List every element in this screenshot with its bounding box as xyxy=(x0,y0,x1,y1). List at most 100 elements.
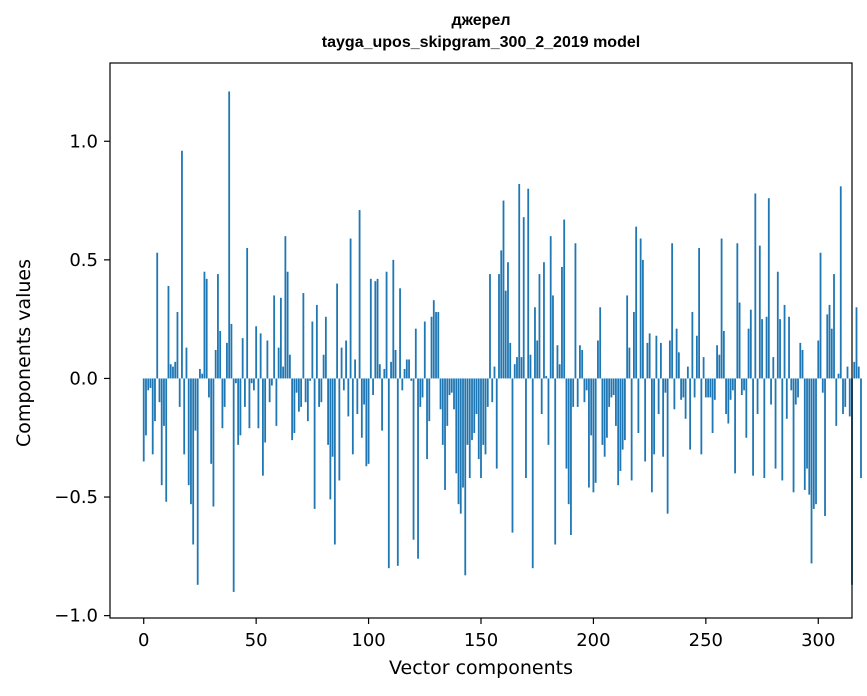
bar-106 xyxy=(381,378,383,431)
bar-139 xyxy=(455,378,458,474)
bar-107 xyxy=(383,368,386,379)
bar-252 xyxy=(709,378,712,398)
bar-183 xyxy=(554,378,557,545)
x-tick-label-100: 100 xyxy=(351,630,385,651)
bar-57 xyxy=(270,378,273,386)
bar-241 xyxy=(684,378,687,419)
bar-210 xyxy=(615,378,617,426)
bar-220 xyxy=(637,378,640,433)
bar-96 xyxy=(358,210,361,379)
bar-216 xyxy=(628,347,631,379)
bar-95 xyxy=(356,378,359,415)
bar-13 xyxy=(172,366,174,379)
bar-83 xyxy=(329,378,332,500)
bar-134 xyxy=(444,378,446,490)
bar-185 xyxy=(558,364,561,379)
bar-116 xyxy=(403,368,406,379)
bar-133 xyxy=(441,378,444,445)
bar-205 xyxy=(603,378,606,457)
bar-204 xyxy=(601,378,604,445)
bar-177 xyxy=(540,378,543,415)
bar-125 xyxy=(423,321,426,379)
x-tick-label-50: 50 xyxy=(245,630,268,651)
bar-101 xyxy=(369,278,372,379)
bar-21 xyxy=(190,378,192,505)
y-tick-label-0: −1.0 xyxy=(54,606,98,627)
bar-229 xyxy=(657,378,660,415)
bar-259 xyxy=(725,378,727,415)
bar-221 xyxy=(639,238,642,379)
bar-174 xyxy=(534,307,536,379)
bar-305 xyxy=(828,304,831,379)
bar-143 xyxy=(464,378,467,576)
bar-4 xyxy=(151,378,154,455)
bar-296 xyxy=(808,378,811,495)
bar-170 xyxy=(525,378,527,479)
bar-308 xyxy=(835,378,838,426)
bar-307 xyxy=(833,274,835,379)
bar-51 xyxy=(257,378,260,429)
bar-254 xyxy=(713,378,716,400)
bar-280 xyxy=(772,357,775,379)
y-axis-label: Components values xyxy=(13,258,35,448)
bar-290 xyxy=(794,378,797,405)
bar-281 xyxy=(774,378,777,469)
bar-55 xyxy=(266,340,269,379)
x-tick-label-250: 250 xyxy=(689,630,723,651)
bar-239 xyxy=(680,378,683,400)
bar-317 xyxy=(855,307,858,379)
bar-1 xyxy=(145,378,147,436)
bar-123 xyxy=(419,378,422,407)
x-tick-label-200: 200 xyxy=(576,630,610,651)
bar-67 xyxy=(293,378,296,433)
bar-188 xyxy=(565,378,568,469)
bar-114 xyxy=(399,288,401,379)
bar-200 xyxy=(592,378,595,493)
x-tick-label-0: 0 xyxy=(138,630,149,651)
bar-39 xyxy=(230,323,233,379)
bar-231 xyxy=(662,378,665,457)
bar-98 xyxy=(363,378,365,405)
bar-75 xyxy=(311,321,314,379)
bar-22 xyxy=(192,378,195,545)
bar-212 xyxy=(619,378,622,471)
bar-119 xyxy=(410,378,413,381)
bar-36 xyxy=(223,378,226,407)
bar-64 xyxy=(286,271,289,379)
bar-129 xyxy=(432,300,435,379)
bar-61 xyxy=(279,297,282,379)
bar-70 xyxy=(300,378,303,407)
bar-289 xyxy=(792,378,795,493)
bar-184 xyxy=(556,345,559,379)
bar-196 xyxy=(583,378,586,403)
bar-245 xyxy=(693,378,696,398)
bar-265 xyxy=(738,302,741,379)
bar-87 xyxy=(338,378,341,481)
bar-292 xyxy=(799,342,802,379)
bar-12 xyxy=(169,364,172,379)
bar-109 xyxy=(387,378,390,569)
bar-11 xyxy=(167,285,170,379)
bar-46 xyxy=(246,248,249,379)
bar-44 xyxy=(241,338,244,379)
chart-title-line2: tayga_upos_skipgram_300_2_2019 model xyxy=(321,34,641,51)
bar-136 xyxy=(448,378,451,396)
bar-104 xyxy=(376,278,379,379)
bar-8 xyxy=(160,378,163,486)
bar-261 xyxy=(729,378,732,400)
bar-56 xyxy=(268,378,271,403)
bar-182 xyxy=(552,295,554,379)
bar-303 xyxy=(824,378,826,517)
bar-108 xyxy=(385,271,388,379)
bar-299 xyxy=(815,378,817,505)
bar-118 xyxy=(408,359,410,379)
bar-0 xyxy=(142,378,145,462)
bar-81 xyxy=(324,316,327,379)
bar-230 xyxy=(659,342,662,379)
bar-140 xyxy=(457,378,460,505)
bar-155 xyxy=(491,378,494,403)
bar-29 xyxy=(208,378,210,398)
bar-218 xyxy=(633,312,635,379)
bar-266 xyxy=(740,378,743,396)
bar-150 xyxy=(480,378,482,479)
